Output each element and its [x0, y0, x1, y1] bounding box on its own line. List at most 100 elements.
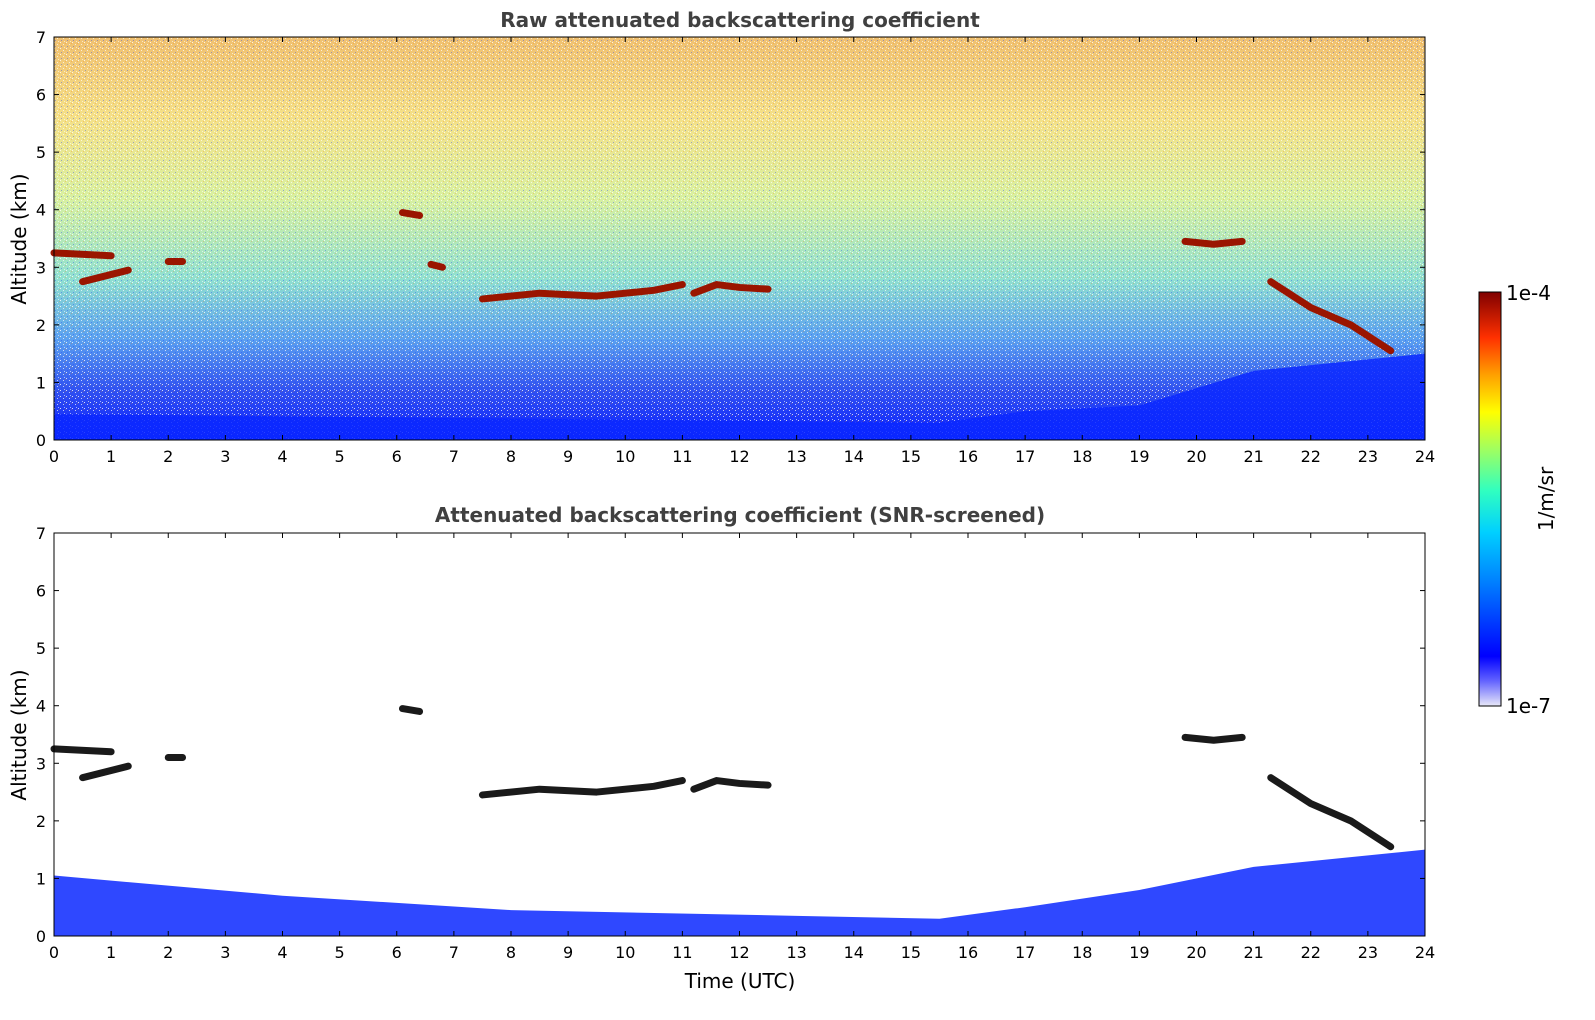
y-tick-label: 2	[36, 316, 46, 335]
x-tick-label: 3	[220, 943, 230, 962]
surface-aerosol-layer	[54, 849, 1425, 936]
x-tick-label: 8	[506, 943, 516, 962]
x-tick-label: 9	[563, 447, 573, 466]
panel-title: Attenuated backscattering coefficient (S…	[435, 503, 1045, 527]
colorbar: 1e-4 1e-7 1/m/sr	[1478, 281, 1558, 718]
x-tick-label: 22	[1301, 943, 1321, 962]
x-tick-label: 15	[901, 447, 921, 466]
x-tick-label: 10	[615, 943, 635, 962]
x-tick-label: 11	[672, 447, 692, 466]
raw-backscatter-panel: Raw attenuated backscattering coefficien…	[7, 8, 1435, 466]
x-tick-label: 18	[1072, 447, 1092, 466]
colorbar-scale	[1478, 291, 1502, 707]
x-tick-label: 23	[1358, 447, 1378, 466]
x-tick-label: 24	[1415, 447, 1435, 466]
y-tick-label: 1	[36, 373, 46, 392]
x-tick-label: 18	[1072, 943, 1092, 962]
cloud-layer	[427, 260, 446, 271]
x-tick-label: 5	[335, 943, 345, 962]
x-tick-label: 16	[958, 447, 978, 466]
x-axis-ticks: 0 1 2 3 4 5 6 7 8 9 10 11 12 13 14 15 16 17 18 19 20 21 22 23 24	[49, 533, 1435, 962]
cloud-layer	[1181, 733, 1246, 744]
screened-field-background	[54, 533, 1425, 936]
x-tick-label: 12	[729, 447, 749, 466]
y-tick-label: 6	[36, 582, 46, 601]
x-tick-label: 20	[1186, 447, 1206, 466]
x-tick-label: 17	[1015, 447, 1035, 466]
x-tick-label: 10	[615, 447, 635, 466]
y-tick-label: 3	[36, 258, 46, 277]
cloud-layer	[478, 777, 686, 799]
x-tick-label: 6	[392, 943, 402, 962]
x-tick-label: 5	[335, 447, 345, 466]
x-tick-label: 7	[449, 943, 459, 962]
y-tick-label: 3	[36, 754, 46, 773]
cloud-layer	[690, 281, 772, 297]
y-tick-label: 6	[36, 86, 46, 105]
x-tick-label: 16	[958, 943, 978, 962]
feature-layer	[50, 209, 1425, 440]
y-tick-label: 7	[36, 28, 46, 47]
surface-aerosol-layer	[54, 353, 1425, 440]
x-tick-label: 11	[672, 943, 692, 962]
snr-screened-panel: Attenuated backscattering coefficient (S…	[7, 503, 1435, 993]
x-tick-label: 15	[901, 943, 921, 962]
x-tick-label: 17	[1015, 943, 1035, 962]
cloud-layer	[1267, 774, 1395, 851]
x-tick-label: 6	[392, 447, 402, 466]
x-tick-label: 0	[49, 447, 59, 466]
x-axis-ticks: 0 1 2 3 4 5 6 7 8 9 10 11 12 13 14 15 16 17 18 19 20 21 22 23 24	[49, 37, 1435, 466]
feature-layer	[50, 705, 1425, 936]
y-tick-label: 4	[36, 201, 46, 220]
x-axis-label: Time (UTC)	[684, 969, 796, 993]
x-tick-label: 3	[220, 447, 230, 466]
y-axis-ticks: 0 1 2 3 4 5 6 7	[36, 28, 1425, 450]
x-tick-label: 24	[1415, 943, 1435, 962]
cloud-layer	[50, 745, 115, 756]
y-tick-label: 1	[36, 869, 46, 888]
x-tick-label: 0	[49, 943, 59, 962]
panel-title: Raw attenuated backscattering coefficien…	[500, 8, 980, 32]
cloud-layer	[398, 209, 424, 219]
colorbar-label: 1/m/sr	[1534, 466, 1558, 531]
x-tick-label: 12	[729, 943, 749, 962]
x-tick-label: 19	[1129, 943, 1149, 962]
x-tick-label: 2	[163, 447, 173, 466]
x-tick-label: 21	[1243, 943, 1263, 962]
y-tick-label: 2	[36, 812, 46, 831]
y-tick-label: 4	[36, 697, 46, 716]
x-tick-label: 14	[844, 943, 864, 962]
x-tick-label: 13	[786, 447, 806, 466]
x-tick-label: 8	[506, 447, 516, 466]
cloud-layer	[79, 762, 132, 782]
x-tick-label: 19	[1129, 447, 1149, 466]
x-tick-label: 7	[449, 447, 459, 466]
x-tick-label: 9	[563, 943, 573, 962]
cloud-layer	[79, 266, 132, 286]
x-tick-label: 22	[1301, 447, 1321, 466]
x-tick-label: 21	[1243, 447, 1263, 466]
x-tick-label: 1	[106, 943, 116, 962]
colorbar-min-label: 1e-7	[1506, 694, 1551, 718]
y-tick-label: 0	[36, 927, 46, 946]
y-tick-label: 5	[36, 143, 46, 162]
y-tick-label: 5	[36, 639, 46, 658]
y-axis-label: Altitude (km)	[7, 173, 31, 304]
y-axis-label: Altitude (km)	[7, 669, 31, 800]
x-tick-label: 13	[786, 943, 806, 962]
x-tick-label: 23	[1358, 943, 1378, 962]
cloud-layer	[478, 281, 686, 303]
x-tick-label: 2	[163, 943, 173, 962]
x-tick-label: 4	[277, 447, 287, 466]
cloud-layer	[50, 249, 115, 260]
cloud-layer	[398, 705, 424, 715]
cloud-layer	[1267, 278, 1395, 355]
colorbar-max-label: 1e-4	[1506, 281, 1551, 305]
y-axis-ticks: 0 1 2 3 4 5 6 7	[36, 524, 1425, 946]
raw-field-noise	[54, 37, 1425, 440]
y-tick-label: 7	[36, 524, 46, 543]
x-tick-label: 4	[277, 943, 287, 962]
cloud-layer	[1181, 237, 1246, 248]
y-tick-label: 0	[36, 431, 46, 450]
